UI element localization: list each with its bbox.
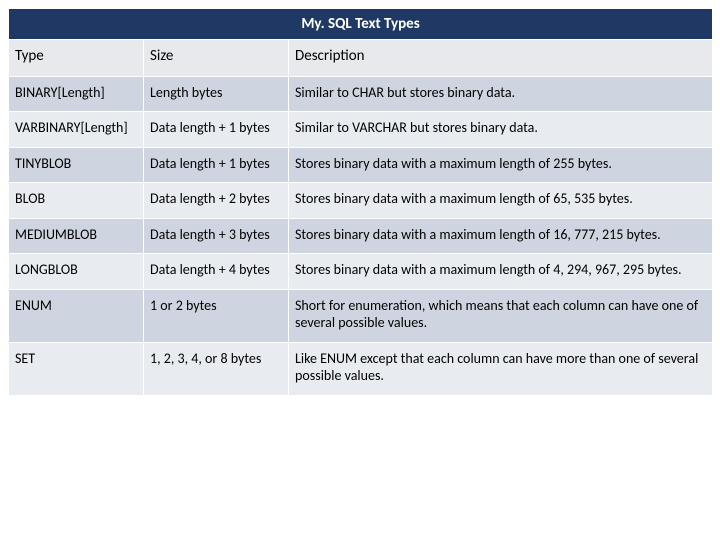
cell-type: TINYBLOB [9,147,144,183]
table-row: ENUM 1 or 2 bytes Short for enumeration,… [9,289,713,342]
col-header-description: Description [289,40,713,77]
cell-size: Data length + 3 bytes [144,218,289,254]
cell-type: SET [9,342,144,395]
col-header-type: Type [9,40,144,77]
cell-description: Like ENUM except that each column can ha… [289,342,713,395]
table-row: MEDIUMBLOB Data length + 3 bytes Stores … [9,218,713,254]
cell-size: Data length + 2 bytes [144,183,289,219]
table-title: My. SQL Text Types [9,9,713,40]
col-header-size: Size [144,40,289,77]
cell-description: Similar to CHAR but stores binary data. [289,76,713,112]
table-row: BLOB Data length + 2 bytes Stores binary… [9,183,713,219]
cell-type: VARBINARY[Length] [9,112,144,148]
cell-size: Data length + 4 bytes [144,254,289,290]
table-row: TINYBLOB Data length + 1 bytes Stores bi… [9,147,713,183]
mysql-text-types-table: My. SQL Text Types Type Size Description… [8,8,713,396]
table-header-row: Type Size Description [9,40,713,77]
cell-description: Stores binary data with a maximum length… [289,218,713,254]
cell-type: ENUM [9,289,144,342]
table-row: SET 1, 2, 3, 4, or 8 bytes Like ENUM exc… [9,342,713,395]
cell-description: Similar to VARCHAR but stores binary dat… [289,112,713,148]
cell-description: Stores binary data with a maximum length… [289,254,713,290]
cell-size: 1 or 2 bytes [144,289,289,342]
cell-type: BLOB [9,183,144,219]
cell-type: BINARY[Length] [9,76,144,112]
cell-size: Data length + 1 bytes [144,112,289,148]
cell-description: Stores binary data with a maximum length… [289,183,713,219]
cell-type: MEDIUMBLOB [9,218,144,254]
table-title-row: My. SQL Text Types [9,9,713,40]
cell-size: 1, 2, 3, 4, or 8 bytes [144,342,289,395]
cell-description: Stores binary data with a maximum length… [289,147,713,183]
cell-size: Length bytes [144,76,289,112]
table-row: VARBINARY[Length] Data length + 1 bytes … [9,112,713,148]
cell-type: LONGBLOB [9,254,144,290]
table-row: LONGBLOB Data length + 4 bytes Stores bi… [9,254,713,290]
cell-description: Short for enumeration, which means that … [289,289,713,342]
table-row: BINARY[Length] Length bytes Similar to C… [9,76,713,112]
cell-size: Data length + 1 bytes [144,147,289,183]
